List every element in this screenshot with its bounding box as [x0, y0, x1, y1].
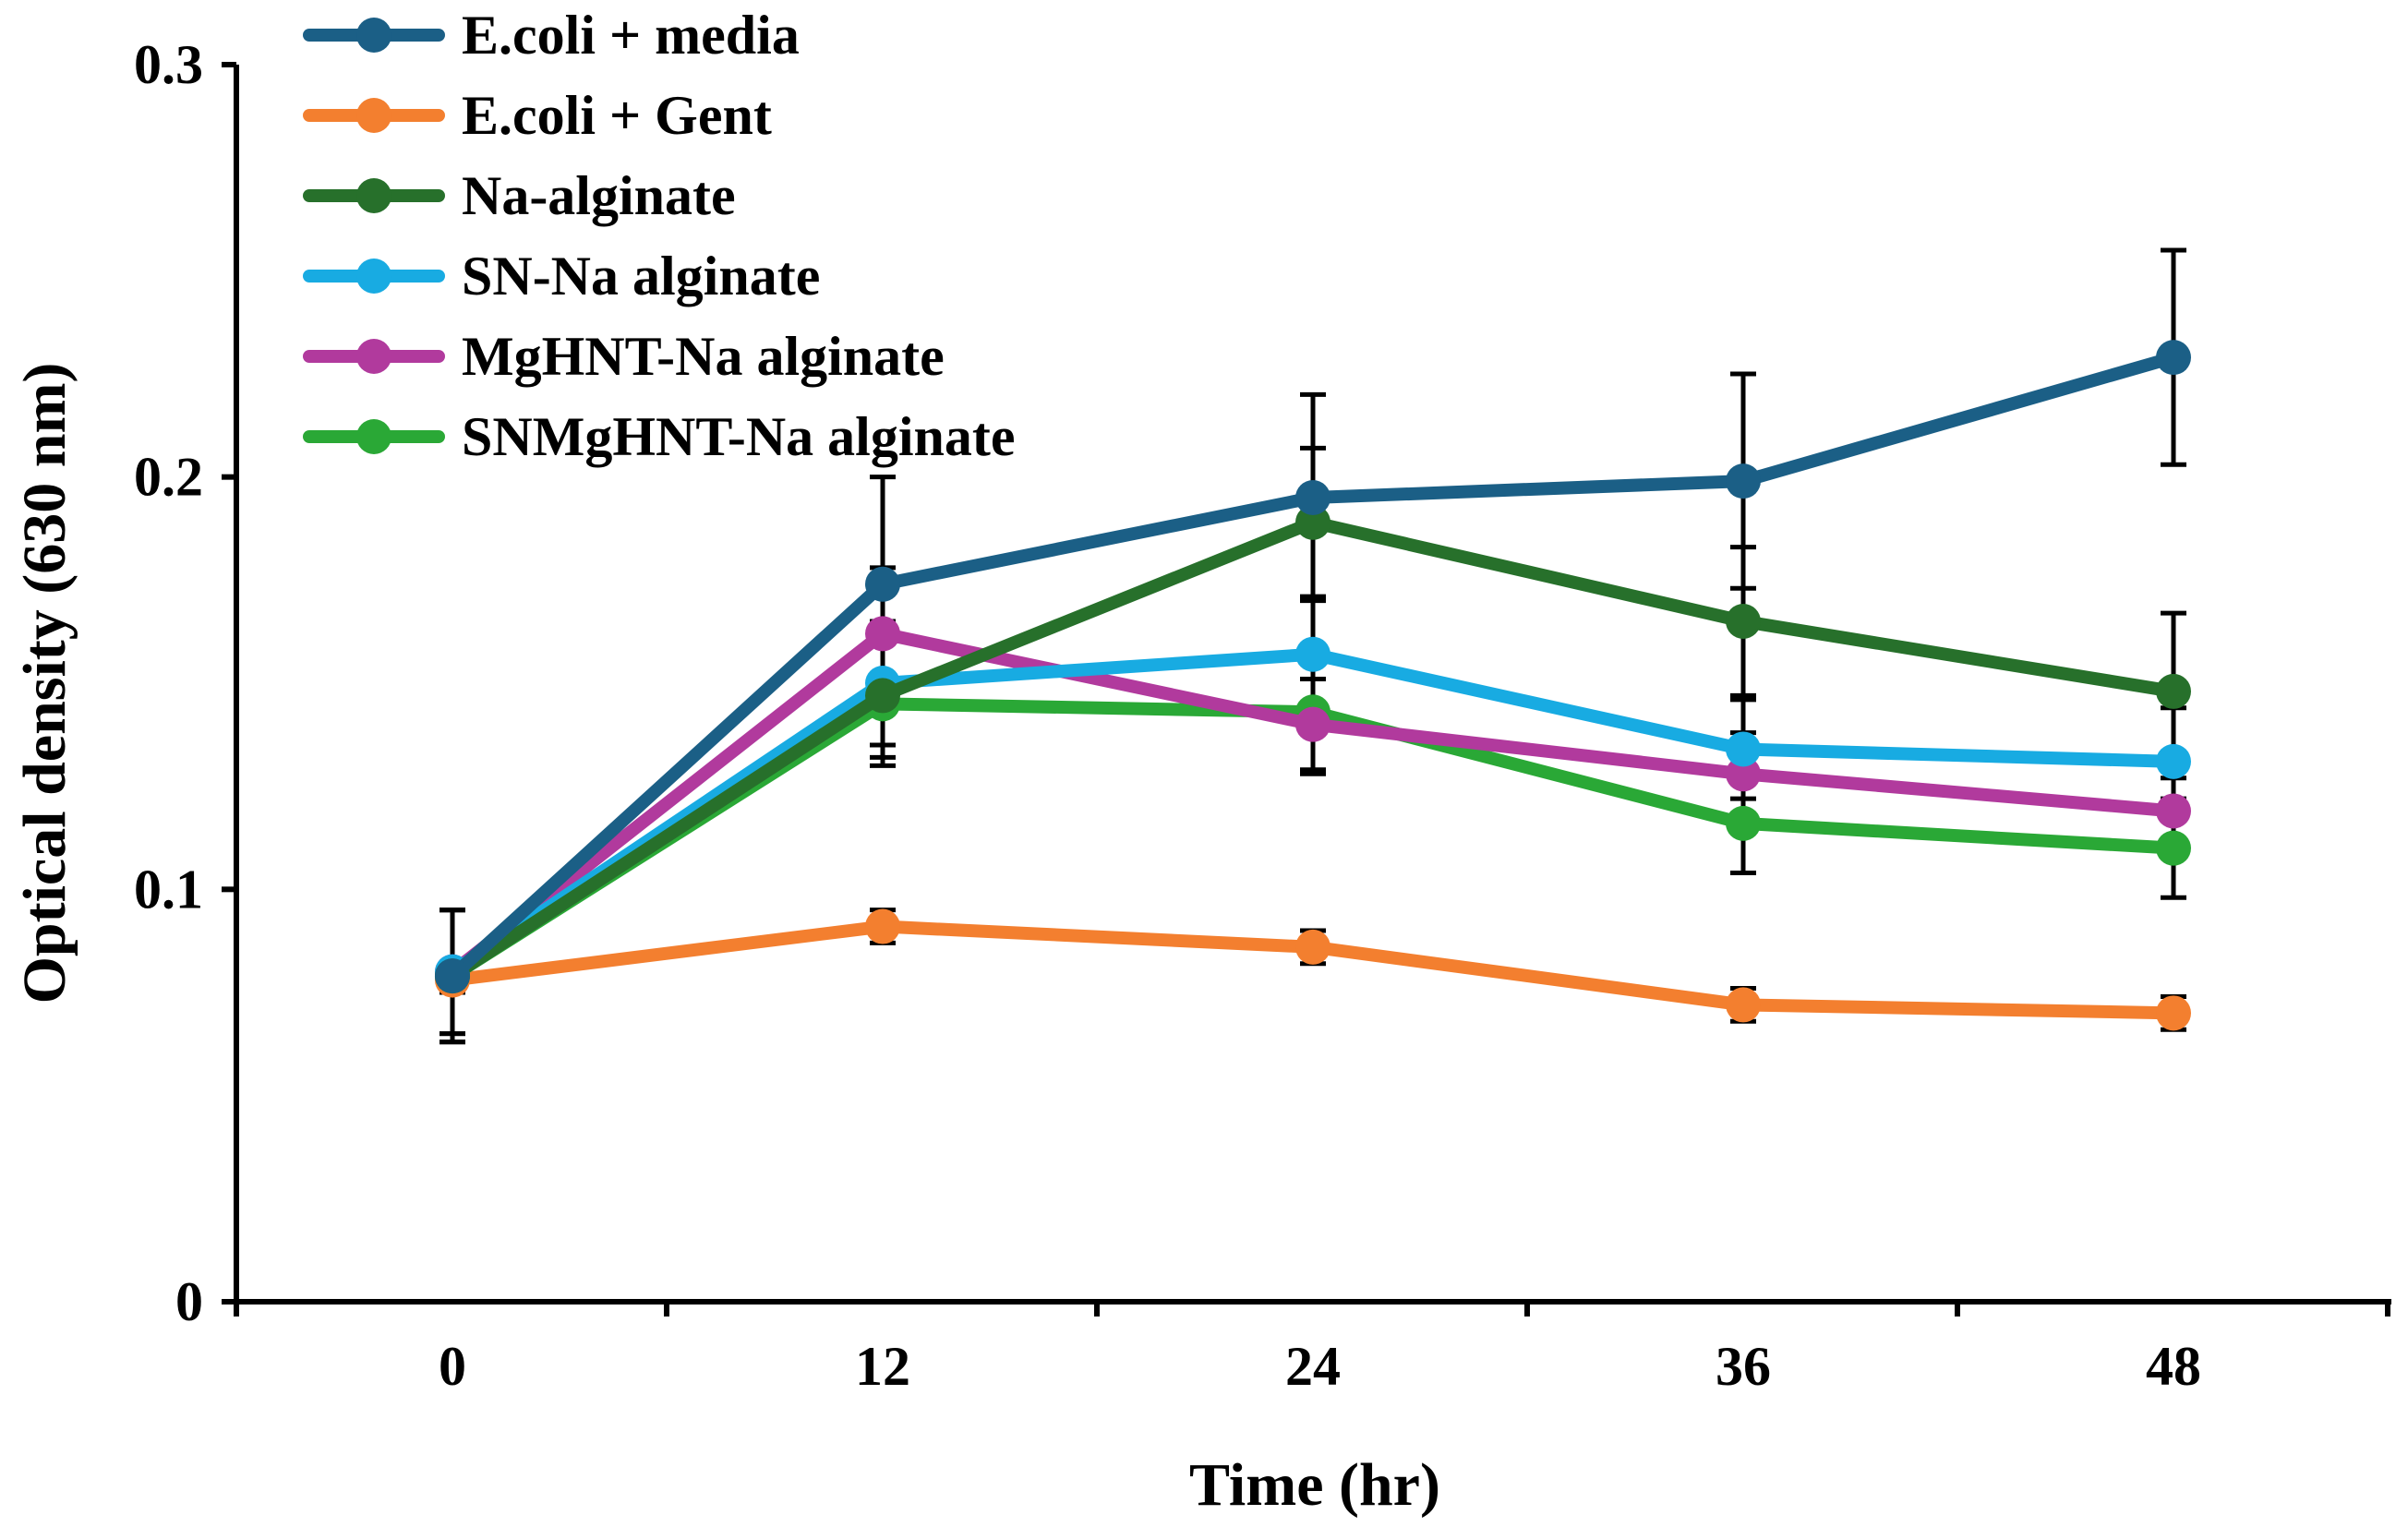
x-tick-label: 0 [439, 1336, 466, 1397]
y-tick-label: 0.1 [134, 859, 203, 920]
data-point-e-coli-gent [865, 908, 900, 944]
data-point-na-alginate [1295, 504, 1330, 540]
x-axis-title: Time (hr) [1189, 1451, 1440, 1519]
data-point-sn-na-alginate [1295, 636, 1330, 672]
legend-marker-na-alginate [356, 178, 391, 213]
data-point-mghnt-na-alginate [2156, 793, 2191, 829]
legend-label-e-coli-media: E.coli + media [462, 5, 800, 66]
legend-label-e-coli-gent: E.coli + Gent [462, 85, 772, 146]
legend-marker-snmghnt-na-alginate [356, 419, 391, 454]
data-point-e-coli-media [1295, 480, 1330, 515]
y-tick-label: 0 [175, 1271, 203, 1332]
data-point-sn-na-alginate [2156, 743, 2191, 779]
data-point-snmghnt-na-alginate [1726, 805, 1761, 841]
x-tick-label: 36 [1716, 1336, 1771, 1397]
legend-marker-e-coli-media [356, 18, 391, 53]
data-point-mghnt-na-alginate [1295, 706, 1330, 742]
x-tick-label: 12 [855, 1336, 910, 1397]
legend-label-na-alginate: Na-alginate [462, 165, 736, 226]
data-point-e-coli-media [865, 566, 900, 602]
series-lines [435, 340, 2191, 1031]
data-point-na-alginate [865, 678, 900, 714]
data-point-e-coli-media [2156, 340, 2191, 376]
y-tick-label: 0.3 [134, 34, 203, 95]
data-point-e-coli-gent [1295, 929, 1330, 965]
data-point-e-coli-gent [2156, 995, 2191, 1031]
data-point-mghnt-na-alginate [865, 616, 900, 652]
legend: E.coli + media E.coli + Gent Na-alginate SN… [303, 5, 1015, 467]
legend-marker-sn-na-alginate [356, 259, 391, 294]
x-ticks: 0 12 24 36 48 [234, 1302, 2390, 1397]
data-point-e-coli-media [1726, 463, 1761, 499]
data-point-sn-na-alginate [1726, 731, 1761, 767]
x-tick-label: 24 [1285, 1336, 1341, 1397]
y-tick-label: 0.2 [134, 447, 203, 508]
legend-marker-mghnt-na-alginate [356, 339, 391, 374]
data-point-e-coli-media [435, 958, 470, 994]
data-point-na-alginate [2156, 673, 2191, 709]
legend-label-mghnt-na-alginate: MgHNT-Na alginate [462, 326, 945, 387]
legend-label-snmghnt-na-alginate: SNMgHNT-Na alginate [462, 406, 1015, 467]
data-point-na-alginate [1726, 604, 1761, 639]
y-axis-title: Optical density (630 nm) [11, 363, 78, 1004]
axes [234, 65, 2391, 1305]
data-point-snmghnt-na-alginate [2156, 830, 2191, 866]
data-point-mghnt-na-alginate [1726, 756, 1761, 792]
data-point-e-coli-gent [1726, 987, 1761, 1023]
y-ticks: 0 0.1 0.2 0.3 [134, 34, 236, 1332]
x-tick-label: 48 [2146, 1336, 2201, 1397]
legend-label-sn-na-alginate: SN-Na alginate [462, 246, 820, 307]
legend-marker-e-coli-gent [356, 98, 391, 133]
